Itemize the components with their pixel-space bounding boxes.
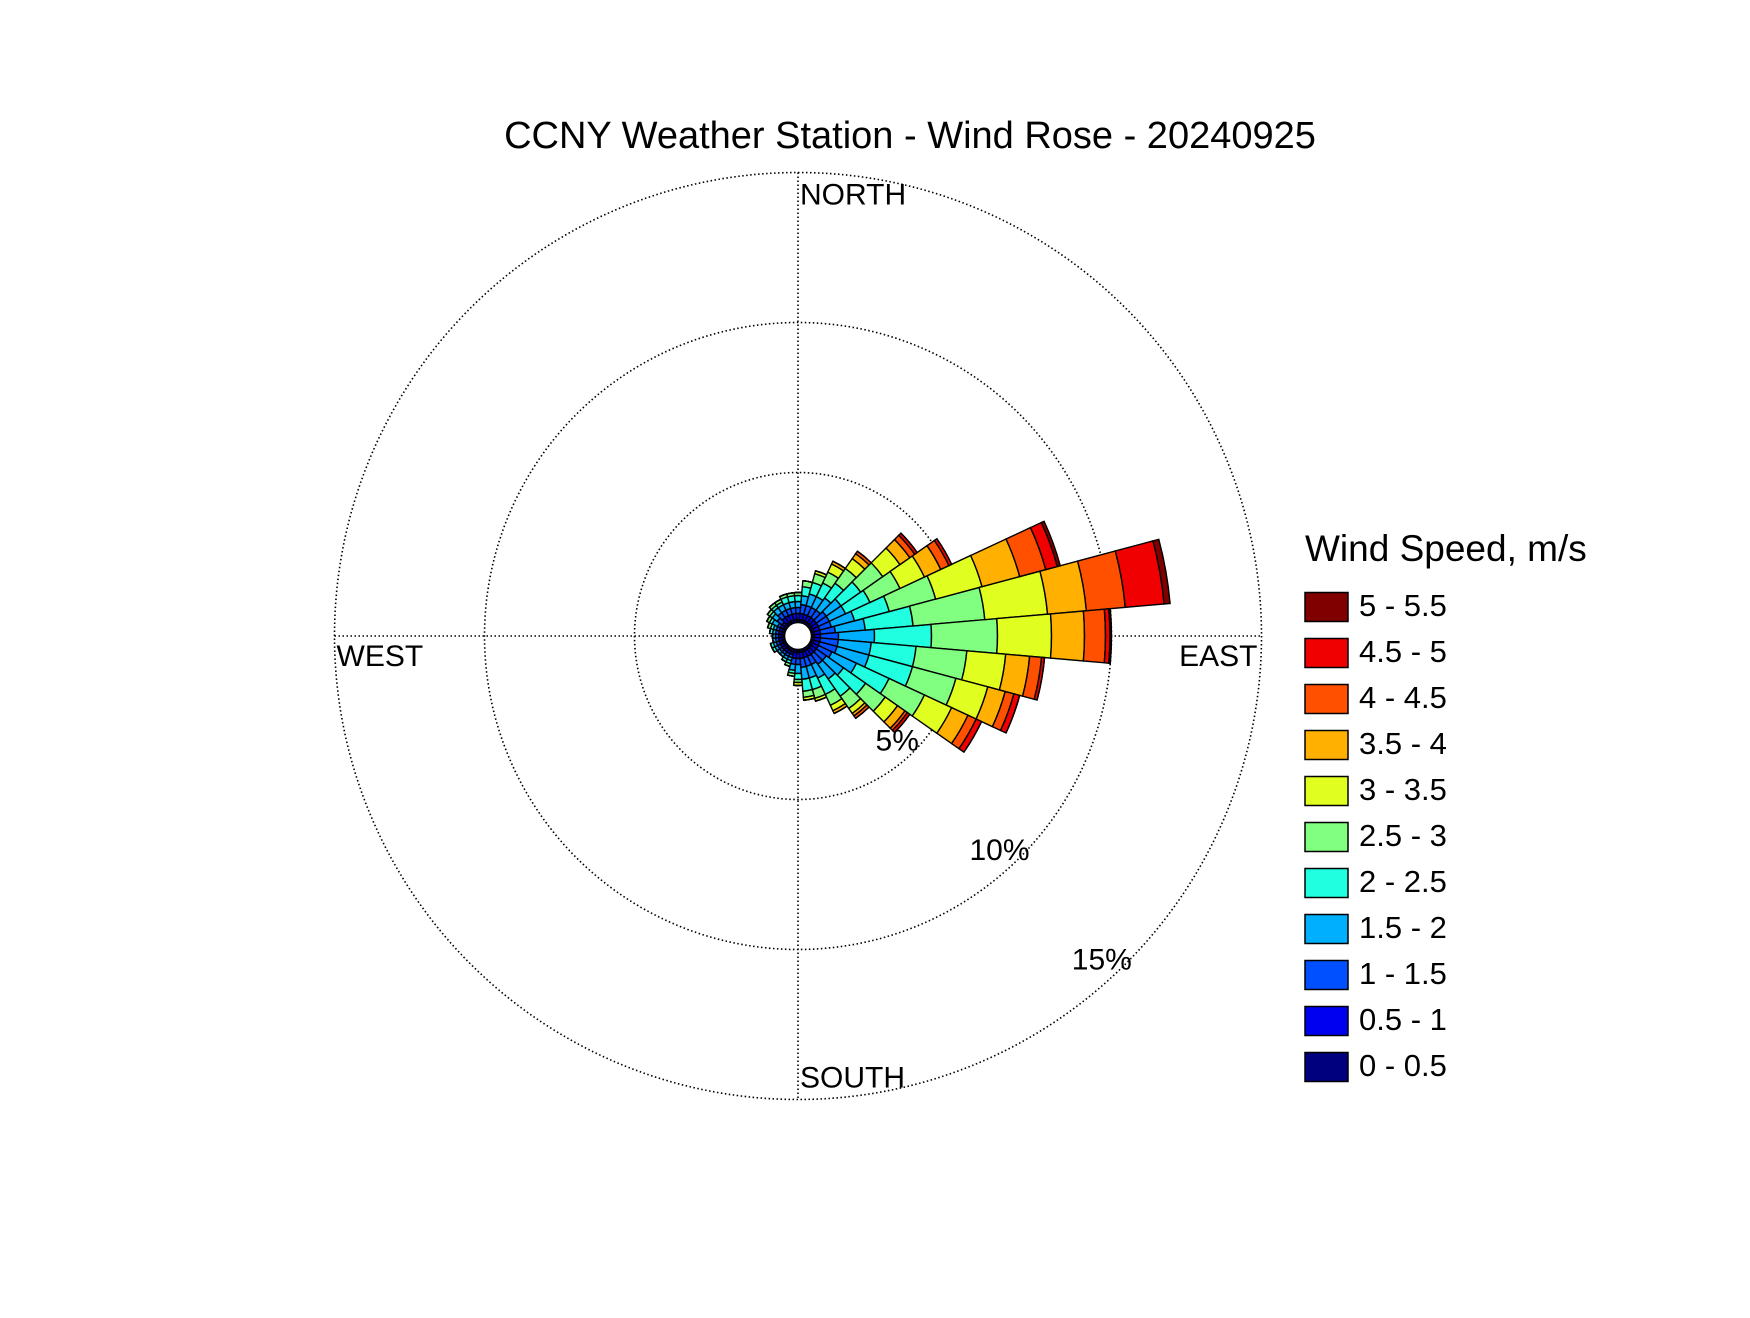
legend-swatch: [1305, 869, 1348, 898]
legend-swatch: [1305, 1007, 1348, 1036]
legend-label: 0 - 0.5: [1359, 1048, 1447, 1083]
wind-segment: [770, 629, 771, 634]
legend-swatch: [1305, 639, 1348, 668]
legend-label: 1.5 - 2: [1359, 910, 1447, 945]
direction-label: NORTH: [800, 178, 906, 211]
legend-label: 2 - 2.5: [1359, 864, 1447, 899]
legend-label: 1 - 1.5: [1359, 956, 1447, 991]
legend-label: 4 - 4.5: [1359, 680, 1447, 715]
legend-swatch: [1305, 685, 1348, 714]
legend-label: 3 - 3.5: [1359, 772, 1447, 807]
ring-label: 15%: [1072, 944, 1132, 977]
wind-segment: [997, 614, 1052, 658]
wind-segment: [773, 638, 774, 642]
legend-label: 2.5 - 3: [1359, 818, 1447, 853]
legend-swatch: [1305, 915, 1348, 944]
legend-label: 3.5 - 4: [1359, 726, 1447, 761]
legend-swatch: [1305, 823, 1348, 852]
legend-title: Wind Speed, m/s: [1305, 528, 1587, 569]
direction-label: EAST: [1179, 640, 1257, 673]
legend-label: 5 - 5.5: [1359, 588, 1447, 623]
legend-label: 0.5 - 1: [1359, 1002, 1447, 1037]
wind-segment: [1051, 611, 1085, 661]
legend-swatch: [1305, 1053, 1348, 1082]
legend-swatch: [1305, 961, 1348, 990]
chart-title: CCNY Weather Station - Wind Rose - 20240…: [504, 115, 1316, 157]
legend-swatch: [1305, 777, 1348, 806]
legend-swatch: [1305, 593, 1348, 622]
ring-label: 5%: [876, 724, 919, 757]
ring-label: 10%: [970, 834, 1030, 867]
legend-swatch: [1305, 731, 1348, 760]
direction-label: SOUTH: [800, 1061, 905, 1094]
legend-label: 4.5 - 5: [1359, 634, 1447, 669]
wind-segment: [1083, 609, 1105, 663]
center-hole: [785, 623, 812, 650]
direction-label: WEST: [337, 640, 424, 673]
